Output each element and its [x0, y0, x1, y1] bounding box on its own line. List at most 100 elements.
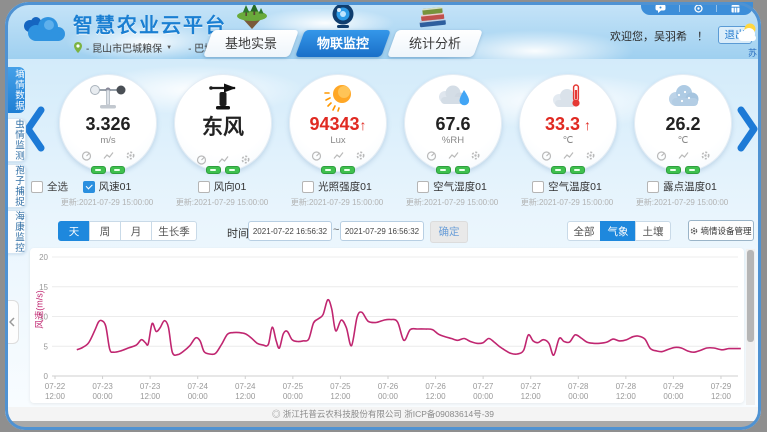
- sidebar-item-hikvision-monitor[interactable]: 海康监控: [5, 210, 26, 254]
- gear-icon[interactable]: [585, 150, 596, 161]
- update-time: 更新:2021-07-29 15:00:00: [175, 198, 269, 207]
- svg-text:07-29: 07-29: [663, 382, 684, 391]
- bottom-strip: [5, 421, 761, 430]
- tab-statistics[interactable]: 统计分析: [387, 30, 483, 57]
- category-all-button[interactable]: 全部: [567, 221, 601, 241]
- carousel-prev-button[interactable]: [23, 106, 45, 152]
- svg-text:10: 10: [39, 313, 48, 322]
- sensor-name: 露点温度01: [663, 181, 717, 193]
- sidebar-collapse-button[interactable]: [5, 300, 19, 344]
- location-primary[interactable]: - 昆山市巴城粮保: [86, 44, 163, 55]
- period-season-button[interactable]: 生长季: [151, 221, 197, 241]
- svg-text:15: 15: [39, 283, 48, 292]
- trend-chart-icon[interactable]: [448, 150, 459, 161]
- sun-icon: [324, 85, 351, 112]
- svg-text:12:00: 12:00: [235, 392, 256, 401]
- tab-base-view[interactable]: 基地实景: [203, 30, 299, 57]
- select-all-checkbox[interactable]: [31, 180, 43, 193]
- sidebar-item-spore-capture[interactable]: 孢子捕捉: [5, 164, 26, 208]
- trend-chart-icon[interactable]: [678, 150, 689, 161]
- gear-icon[interactable]: [125, 150, 136, 161]
- checkbox-air-humidity-01[interactable]: [417, 180, 430, 193]
- footer-text: ◎ 浙江托普云农科技股份有限公司 浙ICP备09083614号-39: [272, 409, 494, 419]
- update-time: 更新:2021-07-29 15:00:00: [60, 198, 154, 207]
- sensor-value: 26.2: [665, 114, 701, 134]
- trend-chart-icon[interactable]: [563, 150, 574, 161]
- gear-icon[interactable]: [355, 150, 366, 161]
- checkbox-light-intensity-01[interactable]: [302, 180, 315, 193]
- svg-text:12:00: 12:00: [330, 392, 351, 401]
- gauge-icon[interactable]: [81, 150, 92, 161]
- footer-bar: ◎ 浙江托普云农科技股份有限公司 浙ICP备09083614号-39: [5, 407, 761, 421]
- battery-badge: [340, 166, 355, 174]
- category-weather-button[interactable]: 气象: [600, 221, 636, 241]
- gauge-icon[interactable]: [541, 150, 552, 161]
- page-title: 智慧农业云平台: [73, 15, 227, 37]
- link-badge: [206, 166, 221, 174]
- update-time: 更新:2021-07-29 15:00:00: [635, 198, 729, 207]
- svg-text:00:00: 00:00: [663, 392, 684, 401]
- record-icon[interactable]: [693, 4, 703, 13]
- status-badges: [91, 166, 125, 174]
- period-week-button[interactable]: 周: [89, 221, 121, 241]
- chat-icon[interactable]: [655, 4, 666, 13]
- sidebar-item-insect-monitoring[interactable]: 虫情监测: [5, 118, 26, 162]
- gauge-icon[interactable]: [656, 150, 667, 161]
- period-segmented-control: 天 周 月 生长季: [58, 221, 197, 241]
- battery-badge: [570, 166, 585, 174]
- update-time: 更新:2021-07-29 15:00:00: [520, 198, 614, 207]
- sensor-value: 33.3 ↑: [545, 114, 591, 134]
- trend-chart-icon[interactable]: [103, 150, 114, 161]
- tab-iot-monitoring[interactable]: 物联监控: [295, 30, 391, 57]
- device-manage-button[interactable]: 墒情设备管理: [688, 220, 754, 241]
- confirm-button[interactable]: 确定: [430, 221, 468, 243]
- sensor-card-air-temperature: 33.3 ↑ ℃: [519, 74, 617, 174]
- trend-chart-icon[interactable]: [218, 154, 229, 165]
- update-time: 更新:2021-07-29 15:00:00: [290, 198, 384, 207]
- sensor-name: 空气温度01: [548, 181, 602, 193]
- card-mini-actions: [81, 150, 136, 161]
- exclamation-text: ！: [697, 31, 708, 43]
- svg-text:07-25: 07-25: [283, 382, 304, 391]
- period-month-button[interactable]: 月: [120, 221, 152, 241]
- time-from-input[interactable]: [248, 221, 332, 241]
- svg-text:07-27: 07-27: [520, 382, 541, 391]
- checkbox-wind-direction-01[interactable]: [197, 180, 210, 193]
- scrollbar-thumb[interactable]: [747, 250, 754, 342]
- cloud-thermometer-icon: [553, 84, 580, 107]
- gauge-icon[interactable]: [426, 150, 437, 161]
- category-segmented-control: 全部 气象 土壤: [567, 221, 671, 241]
- carousel-next-button[interactable]: [737, 106, 759, 152]
- svg-text:07-28: 07-28: [616, 382, 637, 391]
- trend-chart-icon[interactable]: [333, 150, 344, 161]
- category-soil-button[interactable]: 土壤: [635, 221, 671, 241]
- gauge-icon[interactable]: [311, 150, 322, 161]
- chevron-down-icon[interactable]: ▼: [166, 44, 173, 51]
- svg-text:07-22: 07-22: [45, 382, 66, 391]
- anemometer-icon: [90, 85, 126, 109]
- status-badges: [321, 166, 355, 174]
- time-to-input[interactable]: [340, 221, 424, 241]
- gear-icon[interactable]: [700, 150, 711, 161]
- gear-icon[interactable]: [240, 154, 251, 165]
- chevron-left-icon: [24, 106, 45, 152]
- svg-text:12:00: 12:00: [426, 392, 447, 401]
- link-badge: [321, 166, 336, 174]
- mini-toolbar: [641, 2, 753, 15]
- period-day-button[interactable]: 天: [58, 221, 90, 241]
- link-badge: [551, 166, 566, 174]
- svg-text:00:00: 00:00: [93, 392, 114, 401]
- sensor-checkbox-col-wind-speed: 风速01 更新:2021-07-29 15:00:00: [49, 179, 165, 208]
- calendar-icon[interactable]: [731, 4, 740, 13]
- card-mini-actions: [656, 150, 711, 161]
- sensor-checkbox-col-dew-point: 露点温度01 更新:2021-07-29 15:00:00: [624, 179, 740, 208]
- card-mini-actions: [426, 150, 481, 161]
- gauge-icon[interactable]: [196, 154, 207, 165]
- checkbox-dew-point-01[interactable]: [647, 180, 660, 193]
- checkbox-air-temperature-01[interactable]: [532, 180, 545, 193]
- card-mini-actions: [541, 150, 596, 161]
- sidebar-item-soil-moisture-data[interactable]: 墒情数据: [5, 67, 25, 113]
- time-separator: ~: [333, 224, 340, 236]
- checkbox-wind-speed-01[interactable]: [82, 180, 95, 193]
- gear-icon[interactable]: [470, 150, 481, 161]
